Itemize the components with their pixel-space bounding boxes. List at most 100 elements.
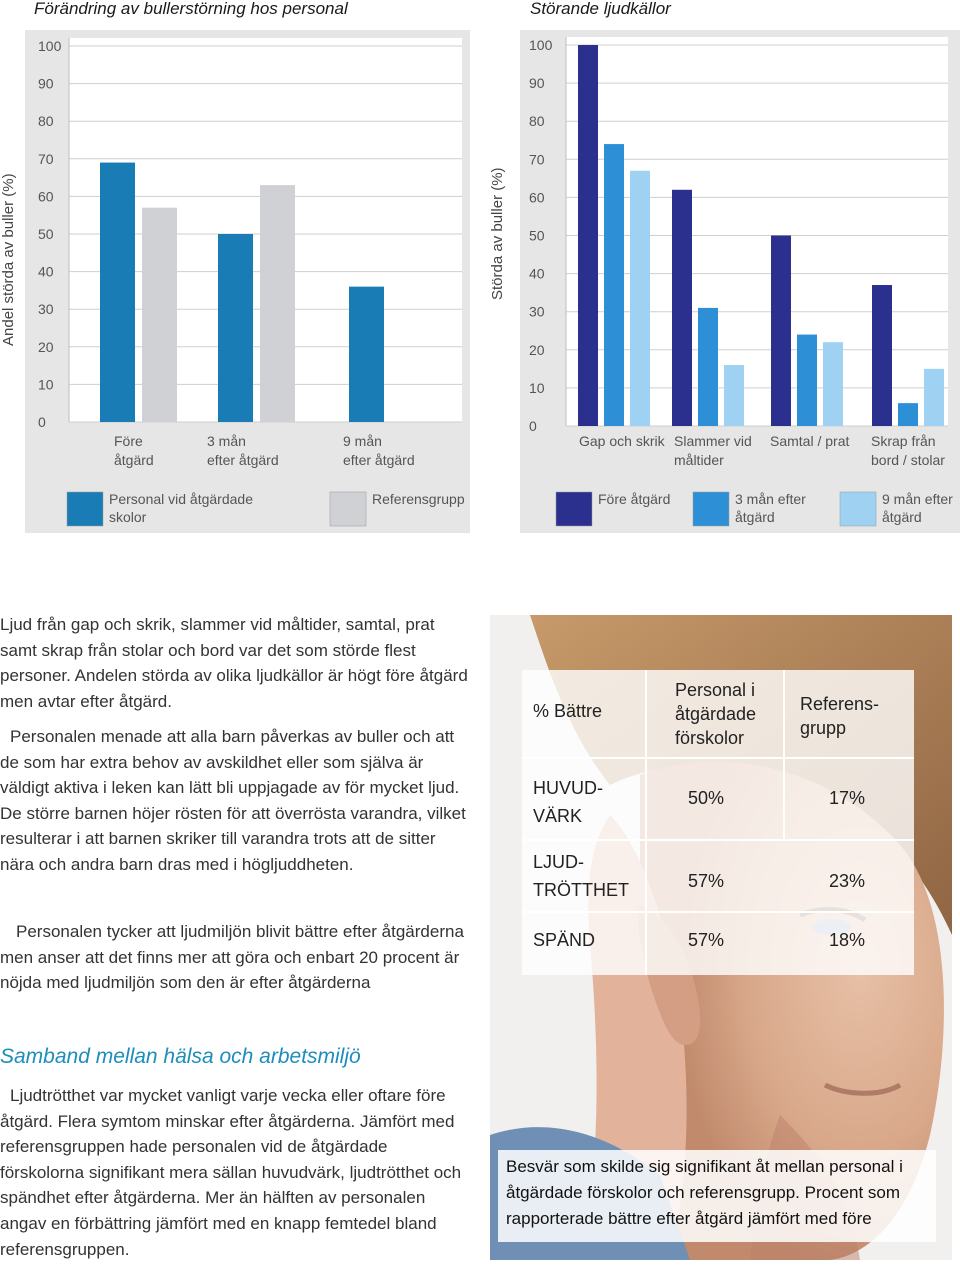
right-chart-panel: 0 10 20 30 40 50 60 70 80 90 100 Gap och skrik Slamm…: [520, 30, 960, 533]
table-caption-box: Besvär som skilde sig signifikant åt mel…: [498, 1150, 936, 1242]
y-tick-label: 60: [529, 189, 545, 205]
table-cell-tense-reference: 18%: [829, 930, 866, 950]
y-tick-label: 20: [529, 342, 545, 358]
y-tick-label: 60: [38, 188, 54, 204]
table-row-label-headache: HUVUD- VÄRK: [533, 774, 603, 830]
bar-personal-vid-åtgärdade-skolor-2: [349, 286, 384, 422]
left-chart-title: Förändring av bullerstörning hos persona…: [34, 0, 348, 18]
stats-table: % Bättre Personal i åtgärdade förskolor …: [522, 670, 914, 975]
left-bar-chart: 0 10 20 30 40 50 60 70 80 90 100 Före åtgärd 3 mån eft…: [38, 38, 465, 527]
y-tick-label: 50: [38, 226, 54, 242]
y-tick-label: 30: [38, 301, 54, 317]
y-tick-label: 10: [38, 376, 54, 392]
bar-före-åtgärd-2: [771, 235, 791, 426]
category-label: åtgärd: [114, 452, 154, 468]
y-tick-label: 30: [529, 304, 545, 320]
table-row-label-line: LJUD-: [533, 852, 585, 872]
bar-före-åtgärd-3: [872, 285, 892, 426]
table-header-col2-line2: grupp: [800, 718, 847, 738]
category-label: Slammer vid: [674, 433, 752, 449]
legend-swatch: [839, 491, 877, 527]
y-tick-label: 50: [529, 228, 545, 244]
legend-label: Referensgrupp: [372, 491, 465, 507]
table-row-label-tense: SPÄND: [533, 930, 596, 950]
category-label: efter åtgärd: [207, 452, 279, 468]
table-header-col2-line1: Referens-: [800, 694, 880, 714]
bar-personal-vid-åtgärdade-skolor-1: [218, 234, 253, 422]
paragraph-noise-sources: Ljud från gap och skrik, slammer vid mål…: [0, 615, 468, 711]
bar-före-åtgärd-0: [578, 45, 598, 426]
table-cell-fatigue-treated: 57%: [688, 871, 725, 891]
legend-swatch: [66, 491, 104, 527]
table-cell-headache-treated: 50%: [688, 788, 725, 808]
right-chart-ylabel: Störda av buller (%): [489, 167, 506, 300]
y-tick-label: 20: [38, 339, 54, 355]
y-tick-label: 40: [38, 264, 54, 280]
legend-label: 3 mån efter: [735, 491, 806, 507]
bar-9-mån-efter-åtgärd-3: [924, 368, 944, 426]
legend-swatch: [555, 491, 593, 527]
legend-label: Före åtgärd: [598, 491, 670, 507]
paragraph-staff-opinion: Personalen tycker att ljudmiljön blivit …: [0, 922, 464, 993]
left-chart-ylabel: Andel störda av buller (%): [0, 173, 17, 346]
bar-referensgrupp-1: [260, 185, 295, 422]
category-label: Före: [114, 433, 143, 449]
y-tick-label: 40: [529, 266, 545, 282]
bar-3-mån-efter-åtgärd-0: [604, 144, 624, 426]
y-tick-label: 0: [38, 414, 46, 430]
legend-swatch: [329, 491, 367, 527]
y-tick-label: 90: [529, 75, 545, 91]
y-tick-label: 10: [529, 380, 545, 396]
table-row-label-line: HUVUD-: [533, 778, 603, 798]
category-label: Samtal / prat: [770, 433, 849, 449]
y-tick-label: 80: [38, 113, 54, 129]
y-tick-label: 70: [38, 151, 54, 167]
bar-9-mån-efter-åtgärd-1: [724, 365, 744, 426]
table-cell-headache-reference: 17%: [829, 788, 866, 808]
table-cell-tense-treated: 57%: [688, 930, 725, 950]
legend-label: åtgärd: [882, 509, 922, 525]
y-tick-label: 100: [529, 37, 553, 53]
bar-3-mån-efter-åtgärd-1: [698, 307, 718, 426]
legend-swatch: [692, 491, 730, 527]
table-header-col2: Referens- grupp: [800, 692, 879, 740]
legend-label: Personal vid åtgärdade: [109, 491, 253, 507]
category-label: Skrap från: [871, 433, 936, 449]
category-label: Gap och skrik: [579, 433, 666, 449]
legend-label: skolor: [109, 509, 147, 525]
left-chart-panel: 0 10 20 30 40 50 60 70 80 90 100 Före åtgärd 3 mån eft…: [25, 30, 470, 533]
category-label: bord / stolar: [871, 452, 945, 468]
section-heading: Samband mellan hälsa och arbetsmiljö: [0, 1045, 361, 1068]
table-header-col1-line1: Personal i: [675, 680, 756, 700]
paragraph-health: Ljudtrötthet var mycket vanligt varje ve…: [0, 1086, 462, 1259]
bar-3-mån-efter-åtgärd-3: [898, 403, 918, 426]
table-grid-lines: [522, 670, 914, 975]
bar-9-mån-efter-åtgärd-0: [630, 170, 650, 426]
bar-3-mån-efter-åtgärd-2: [797, 334, 817, 426]
table-row-label-line: VÄRK: [533, 806, 583, 826]
right-bar-chart: 0 10 20 30 40 50 60 70 80 90 100 Gap och skrik Slamm…: [529, 37, 953, 527]
legend-label: åtgärd: [735, 509, 775, 525]
table-caption: Besvär som skilde sig signifikant åt mel…: [506, 1157, 903, 1228]
table-header-col1-line2: åtgärdade: [675, 704, 757, 724]
bar-referensgrupp-0: [142, 207, 177, 422]
category-label: måltider: [674, 452, 724, 468]
table-row-label-fatigue: LJUD- TRÖTTHET: [533, 848, 629, 904]
paragraph-children-affected: Personalen menade att alla barn påverkas…: [0, 727, 466, 874]
bar-personal-vid-åtgärdade-skolor-0: [100, 162, 135, 422]
bar-9-mån-efter-åtgärd-2: [823, 342, 843, 426]
table-row-label-line: TRÖTTHET: [533, 880, 629, 900]
category-label: efter åtgärd: [343, 452, 415, 468]
table-header-col1: Personal i åtgärdade förskolor: [675, 678, 756, 750]
bar-före-åtgärd-1: [672, 189, 692, 426]
y-tick-label: 100: [38, 38, 62, 54]
y-tick-label: 70: [529, 151, 545, 167]
legend-label: 9 mån efter: [882, 491, 953, 507]
right-chart-title: Störande ljudkällor: [530, 0, 671, 18]
table-header-label: % Bättre: [533, 701, 603, 721]
table-cell-fatigue-reference: 23%: [829, 871, 866, 891]
y-tick-label: 0: [529, 418, 537, 434]
category-label: 3 mån: [207, 433, 246, 449]
table-header-col1-line3: förskolor: [675, 728, 745, 748]
y-tick-label: 80: [529, 113, 545, 129]
